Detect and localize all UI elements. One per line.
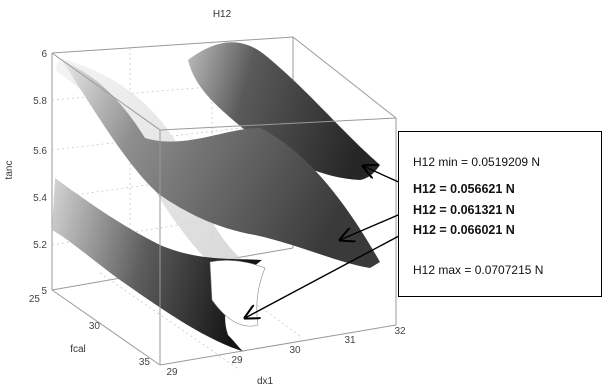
y-tick-label: 25 [29, 294, 41, 305]
y-tick-label: 30 [89, 321, 101, 332]
x-axis: 29 29 30 31 32 dx1 [166, 326, 406, 385]
z-axis-label: tanc [4, 161, 15, 180]
z-tick-label: 6 [41, 49, 47, 60]
x-tick-label: 32 [394, 326, 406, 337]
y-axis: 25 30 35 fcal [29, 294, 151, 368]
annotation-iso3: H12 = 0.066021 N [413, 223, 515, 237]
arrow-iso3 [245, 228, 413, 318]
z-tick-label: 5.2 [33, 240, 47, 251]
z-axis: 6 5.8 5.6 5.4 5.2 5 tanc [4, 49, 47, 297]
z-tick-label: 5.4 [33, 193, 47, 204]
x-tick-label: 30 [289, 345, 301, 356]
annotation-min: H12 min = 0.0519209 N [413, 155, 541, 169]
annotation-box: H12 min = 0.0519209 N H12 = 0.056621 N H… [398, 131, 602, 297]
y-axis-label: fcal [70, 344, 86, 355]
axis-box-front [51, 52, 397, 366]
isosurface-top [188, 42, 380, 181]
annotation-iso2: H12 = 0.061321 N [413, 203, 515, 217]
isosurface-middle [62, 60, 380, 268]
x-tick-label: 29 [166, 367, 178, 378]
x-axis-label: dx1 [257, 376, 274, 385]
annotation-max: H12 max = 0.0707215 N [413, 263, 544, 277]
z-tick-label: 5.6 [33, 146, 47, 157]
x-tick-label: 29 [231, 355, 243, 366]
z-tick-label: 5 [41, 286, 47, 297]
z-tick-label: 5.8 [33, 96, 47, 107]
x-tick-label: 31 [344, 335, 356, 346]
annotation-iso1: H12 = 0.056621 N [413, 182, 515, 196]
chart-title: H12 [213, 9, 232, 20]
isosurface-bottom [52, 178, 262, 352]
y-tick-label: 35 [139, 357, 151, 368]
